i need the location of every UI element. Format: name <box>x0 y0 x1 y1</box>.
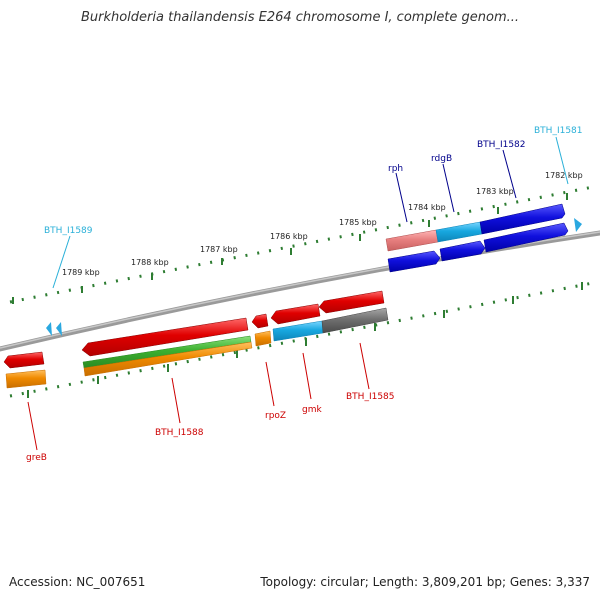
lower-major-ticks <box>27 282 583 398</box>
ruler-label-1783: 1783 kbp <box>476 187 514 196</box>
label-rdgB[interactable]: rdgB <box>431 154 452 164</box>
leader-rph <box>395 172 408 223</box>
gene-BTH-I1585-row1[interactable] <box>318 290 385 314</box>
gene-greB-row1[interactable] <box>3 351 45 369</box>
ruler-label-1782: 1782 kbp <box>545 171 583 180</box>
gene-forward-row2-b[interactable] <box>439 240 486 262</box>
ruler-label-1789: 1789 kbp <box>62 268 100 277</box>
label-BTH-I1589[interactable]: BTH_I1589 <box>44 226 93 236</box>
leader-BTH-I1582 <box>502 149 517 199</box>
scroll-right-arrow[interactable] <box>574 218 582 232</box>
gene-greB-orange[interactable] <box>5 369 47 389</box>
leader-greB <box>27 401 38 451</box>
gene-rph[interactable] <box>385 229 439 252</box>
label-BTH-I1588[interactable]: BTH_I1588 <box>155 428 204 438</box>
ruler-label-1784: 1784 kbp <box>408 203 446 212</box>
label-rph[interactable]: rph <box>388 164 403 174</box>
gene-forward-row2-a[interactable] <box>387 250 441 273</box>
leader-gmk <box>302 352 312 400</box>
gene-rdgB[interactable] <box>435 221 483 243</box>
ruler-label-1786: 1786 kbp <box>270 232 308 241</box>
upper-major-ticks <box>12 193 568 304</box>
gene-gmk-cyan[interactable] <box>272 320 324 342</box>
ruler-label-1787: 1787 kbp <box>200 245 238 254</box>
label-gmk[interactable]: gmk <box>302 405 322 415</box>
label-greB[interactable]: greB <box>26 453 47 463</box>
ruler-label-1788: 1788 kbp <box>131 258 169 267</box>
gene-BTH-I1582[interactable] <box>479 203 566 235</box>
gene-BTH-I1588-row1[interactable] <box>81 317 249 357</box>
leader-BTH-I1588 <box>171 377 181 424</box>
leader-BTH-I1589 <box>52 235 71 289</box>
leader-BTH-I1585 <box>359 342 370 390</box>
label-BTH-I1582[interactable]: BTH_I1582 <box>477 140 526 150</box>
genome-backbone <box>0 230 600 352</box>
accession-text: Accession: NC_007651 <box>9 575 146 589</box>
label-BTH-I1581[interactable]: BTH_I1581 <box>534 126 583 136</box>
gene-rpoZ-orange[interactable] <box>254 330 272 347</box>
ruler-label-1785: 1785 kbp <box>339 218 377 227</box>
gene-BTH-I1581[interactable] <box>483 222 569 253</box>
leader-rdgB <box>442 163 455 213</box>
leader-rpoZ <box>265 361 275 407</box>
leader-BTH-I1581 <box>555 136 569 185</box>
label-BTH-I1585[interactable]: BTH_I1585 <box>346 392 395 402</box>
scroll-left-arrows[interactable] <box>46 322 62 336</box>
gene-gmk-row1[interactable] <box>270 303 321 325</box>
label-rpoZ[interactable]: rpoZ <box>265 411 286 421</box>
topology-info-text: Topology: circular; Length: 3,809,201 bp… <box>260 575 590 589</box>
gene-BTH-I1585-gray[interactable] <box>321 307 389 334</box>
gene-rpoZ-row1[interactable] <box>251 313 269 329</box>
gene-BTH-I1588-orange[interactable] <box>83 341 253 377</box>
map-title: Burkholderia thailandensis E264 chromoso… <box>80 10 520 25</box>
